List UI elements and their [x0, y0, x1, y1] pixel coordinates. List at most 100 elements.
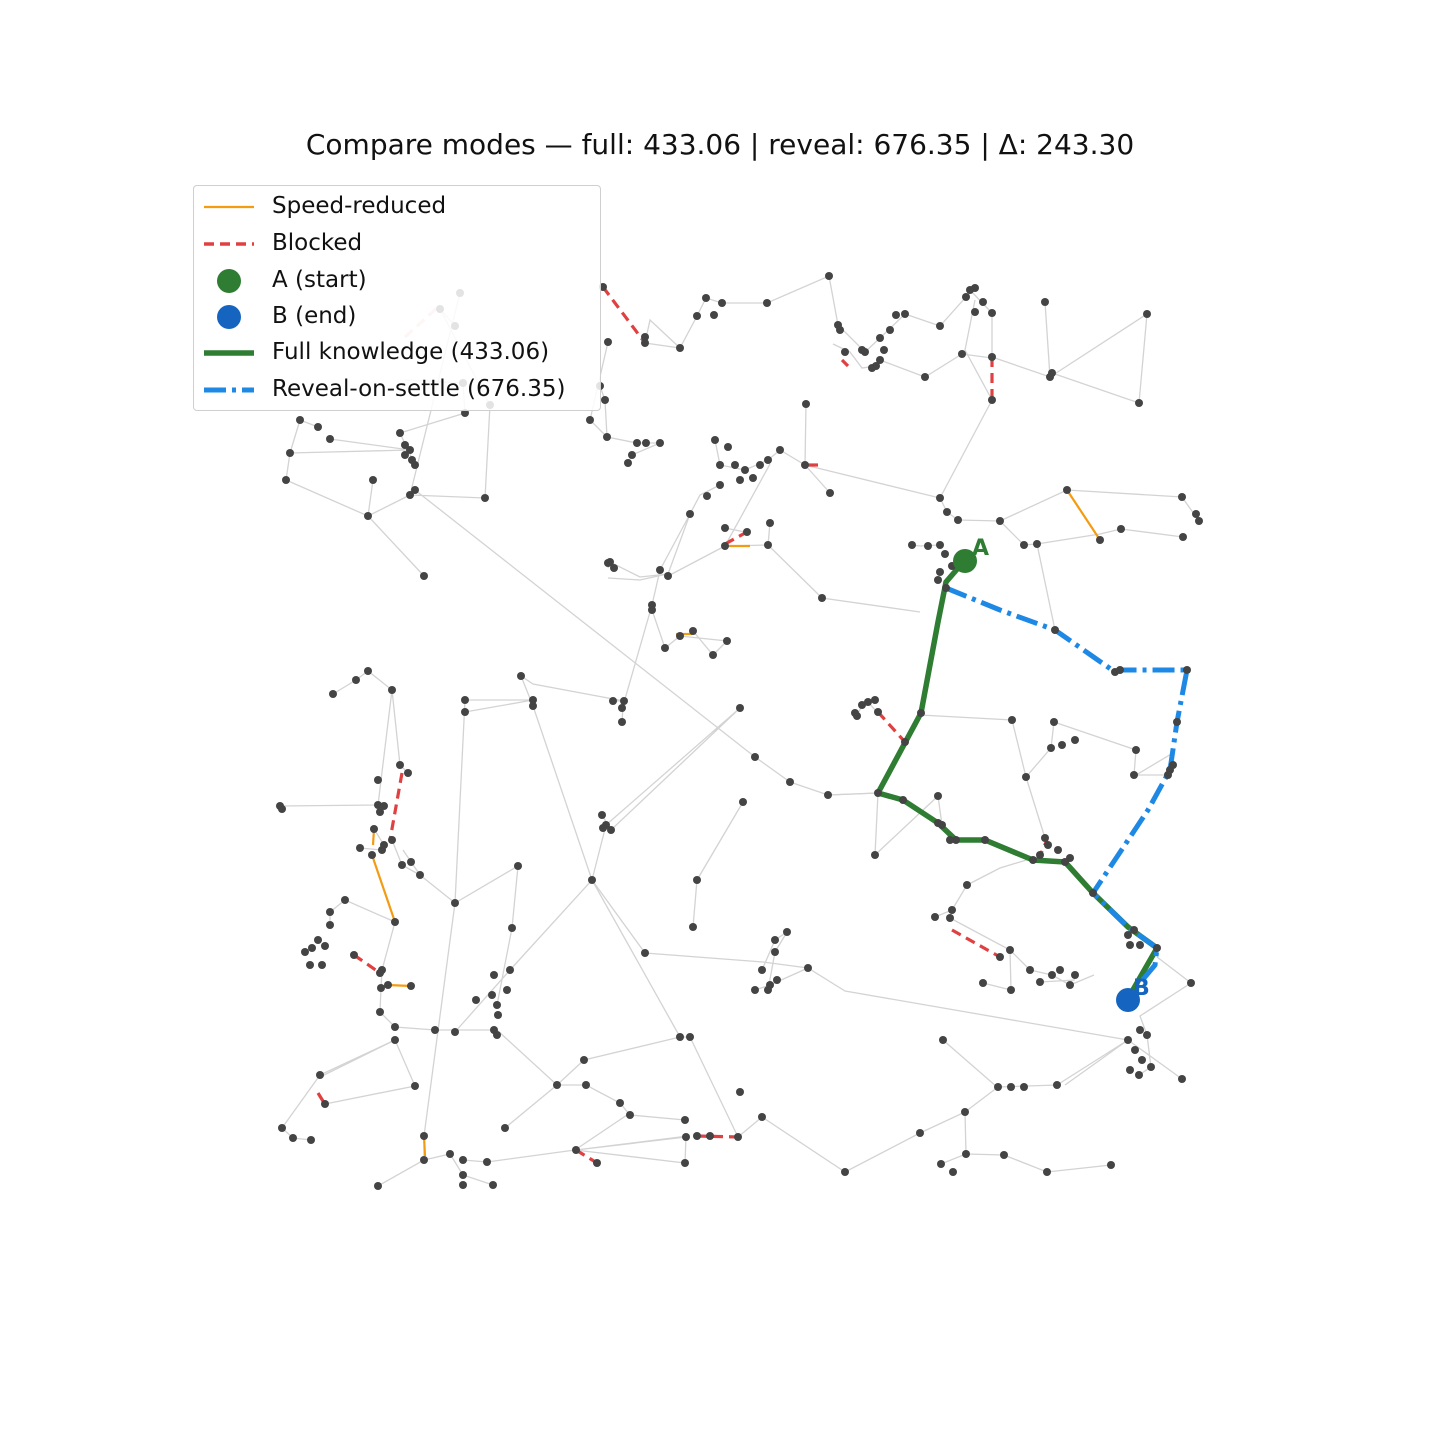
legend-item-speed-reduced: Speed-reduced	[194, 190, 600, 224]
graph-node	[553, 1081, 561, 1089]
graph-node	[711, 436, 719, 444]
graph-node	[508, 924, 516, 932]
graph-node	[937, 1160, 945, 1168]
graph-node	[946, 914, 954, 922]
graph-node	[1066, 854, 1074, 862]
legend-item-start: A (start)	[194, 264, 600, 298]
graph-node	[1135, 1071, 1143, 1079]
graph-node	[751, 753, 759, 761]
graph-node	[1007, 1083, 1015, 1091]
graph-node	[582, 1081, 590, 1089]
graph-node	[676, 1033, 684, 1041]
graph-node	[892, 311, 900, 319]
graph-node	[388, 686, 396, 694]
graph-node	[341, 896, 349, 904]
graph-node	[378, 966, 386, 974]
graph-node	[1143, 1031, 1151, 1039]
graph-node	[994, 1083, 1002, 1091]
graph-node	[939, 1036, 947, 1044]
graph-node	[1054, 846, 1062, 854]
graph-node	[369, 476, 377, 484]
legend-label: Full knowledge (433.06)	[272, 339, 550, 365]
graph-node	[934, 792, 942, 800]
end-node-label: B	[1133, 976, 1150, 1001]
end-node-marker	[1116, 988, 1140, 1012]
graph-node	[626, 1111, 634, 1119]
graph-node	[702, 294, 710, 302]
reveal-on-settle-swatch	[204, 387, 254, 393]
graph-node	[616, 1099, 624, 1107]
graph-node	[936, 494, 944, 502]
graph-node	[326, 908, 334, 916]
graph-node	[308, 944, 316, 952]
graph-node	[706, 1132, 714, 1140]
graph-node	[689, 923, 697, 931]
graph-node	[749, 474, 757, 482]
graph-node	[710, 311, 718, 319]
graph-node	[321, 1100, 329, 1108]
blocked-edges	[316, 286, 1049, 1165]
graph-node	[1033, 540, 1041, 548]
graph-node	[908, 541, 916, 549]
chart-title: Compare modes — full: 433.06 | reveal: 6…	[305, 128, 1135, 161]
graph-node	[917, 709, 925, 717]
graph-node	[961, 1108, 969, 1116]
start-swatch	[217, 269, 241, 293]
graph-node	[876, 334, 884, 342]
graph-node	[736, 704, 744, 712]
graph-node	[404, 769, 412, 777]
graph-node	[1178, 1075, 1186, 1083]
legend-label: Blocked	[272, 230, 363, 256]
graph-node	[841, 1168, 849, 1176]
graph-node	[1036, 978, 1044, 986]
graph-node	[406, 491, 414, 499]
graph-node	[472, 996, 480, 1004]
graph-node	[401, 441, 409, 449]
graph-node	[971, 284, 979, 292]
graph-node	[599, 283, 607, 291]
graph-node	[766, 981, 774, 989]
graph-node	[916, 1129, 924, 1137]
graph-node	[1131, 1046, 1139, 1054]
graph-node	[401, 451, 409, 459]
graph-node	[407, 858, 415, 866]
node-cluster	[276, 272, 1203, 1190]
graph-node	[996, 517, 1004, 525]
graph-node	[459, 1156, 467, 1164]
graph-node	[396, 429, 404, 437]
graph-node	[751, 986, 759, 994]
graph-node	[461, 696, 469, 704]
graph-node	[804, 964, 812, 972]
graph-node	[871, 696, 879, 704]
graph-node	[296, 416, 304, 424]
graph-node	[514, 862, 522, 870]
graph-node	[801, 461, 809, 469]
legend-item-reveal-on-settle: Reveal-on-settle (676.35)	[194, 373, 600, 407]
graph-node	[851, 709, 859, 717]
graph-node	[764, 541, 772, 549]
graph-node	[1124, 931, 1132, 939]
graph-node	[326, 921, 334, 929]
graph-node	[593, 1159, 601, 1167]
graph-node	[1020, 1083, 1028, 1091]
graph-node	[306, 961, 314, 969]
graph-node	[963, 881, 971, 889]
graph-node	[1020, 541, 1028, 549]
graph-node	[618, 718, 626, 726]
graph-node	[818, 594, 826, 602]
graph-node	[1126, 1066, 1134, 1074]
graph-node	[1056, 966, 1064, 974]
graph-node	[1107, 1161, 1115, 1169]
graph-node	[376, 1008, 384, 1016]
graph-node	[1136, 1026, 1144, 1034]
graph-node	[282, 476, 290, 484]
graph-node	[1179, 533, 1187, 541]
graph-node	[756, 461, 764, 469]
graph-node	[656, 439, 664, 447]
graph-node	[954, 516, 962, 524]
graph-node	[979, 979, 987, 987]
graph-node	[899, 796, 907, 804]
graph-node	[506, 966, 514, 974]
graph-node	[824, 791, 832, 799]
graph-node	[384, 981, 392, 989]
